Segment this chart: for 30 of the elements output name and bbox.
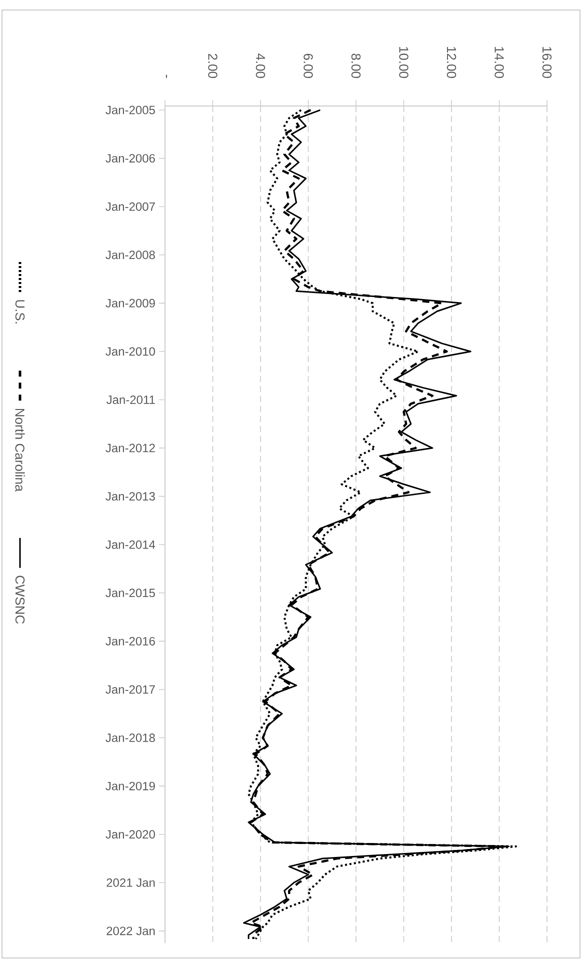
y-tick-label: 2021 Jan [106, 878, 155, 887]
y-tick-label: Jan-2011 [106, 396, 155, 404]
y-tick-label: Jan-2017 [106, 685, 155, 694]
x-tick-label: 8.00 [351, 54, 361, 78]
y-tick-label: Jan-2008 [106, 250, 155, 260]
y-tick-label: Jan-2007 [106, 202, 155, 211]
y-tick-label: Jan-2012 [106, 444, 155, 452]
y-tick-label: Jan-2016 [106, 636, 155, 646]
x-tick-label: 10.00 [399, 46, 408, 78]
y-tick-label: Jan-2018 [106, 734, 155, 742]
y-tick-label: 2022 Jan [106, 926, 155, 936]
y-tick-label: Jan-2006 [106, 154, 155, 163]
y-tick-label: Jan-2010 [106, 347, 155, 356]
x-tick-label: 2.00 [208, 54, 218, 78]
x-tick-label: 4.00 [256, 53, 266, 78]
x-tick-label: 16.00 [542, 46, 552, 78]
legend-label: CWSNC [15, 576, 25, 624]
y-tick-label: Jan-2009 [106, 298, 155, 308]
y-tick-label: Jan-2015 [106, 588, 155, 598]
y-tick-label: Jan-2014 [106, 540, 156, 549]
y-tick-label: Jan-2019 [106, 782, 155, 790]
x-tick-label: 12.00 [446, 46, 456, 78]
y-tick-label: Jan-2005 [106, 106, 155, 114]
x-tick-label: - [166, 74, 167, 78]
legend-label: North Carolina [15, 408, 25, 492]
y-tick-label: Jan-2020 [106, 830, 155, 839]
legend-label: U.S. [15, 300, 25, 324]
y-tick-label: Jan-2013 [106, 492, 155, 501]
x-tick-label: 6.00 [304, 54, 313, 78]
x-tick-label: 14.00 [494, 46, 504, 78]
